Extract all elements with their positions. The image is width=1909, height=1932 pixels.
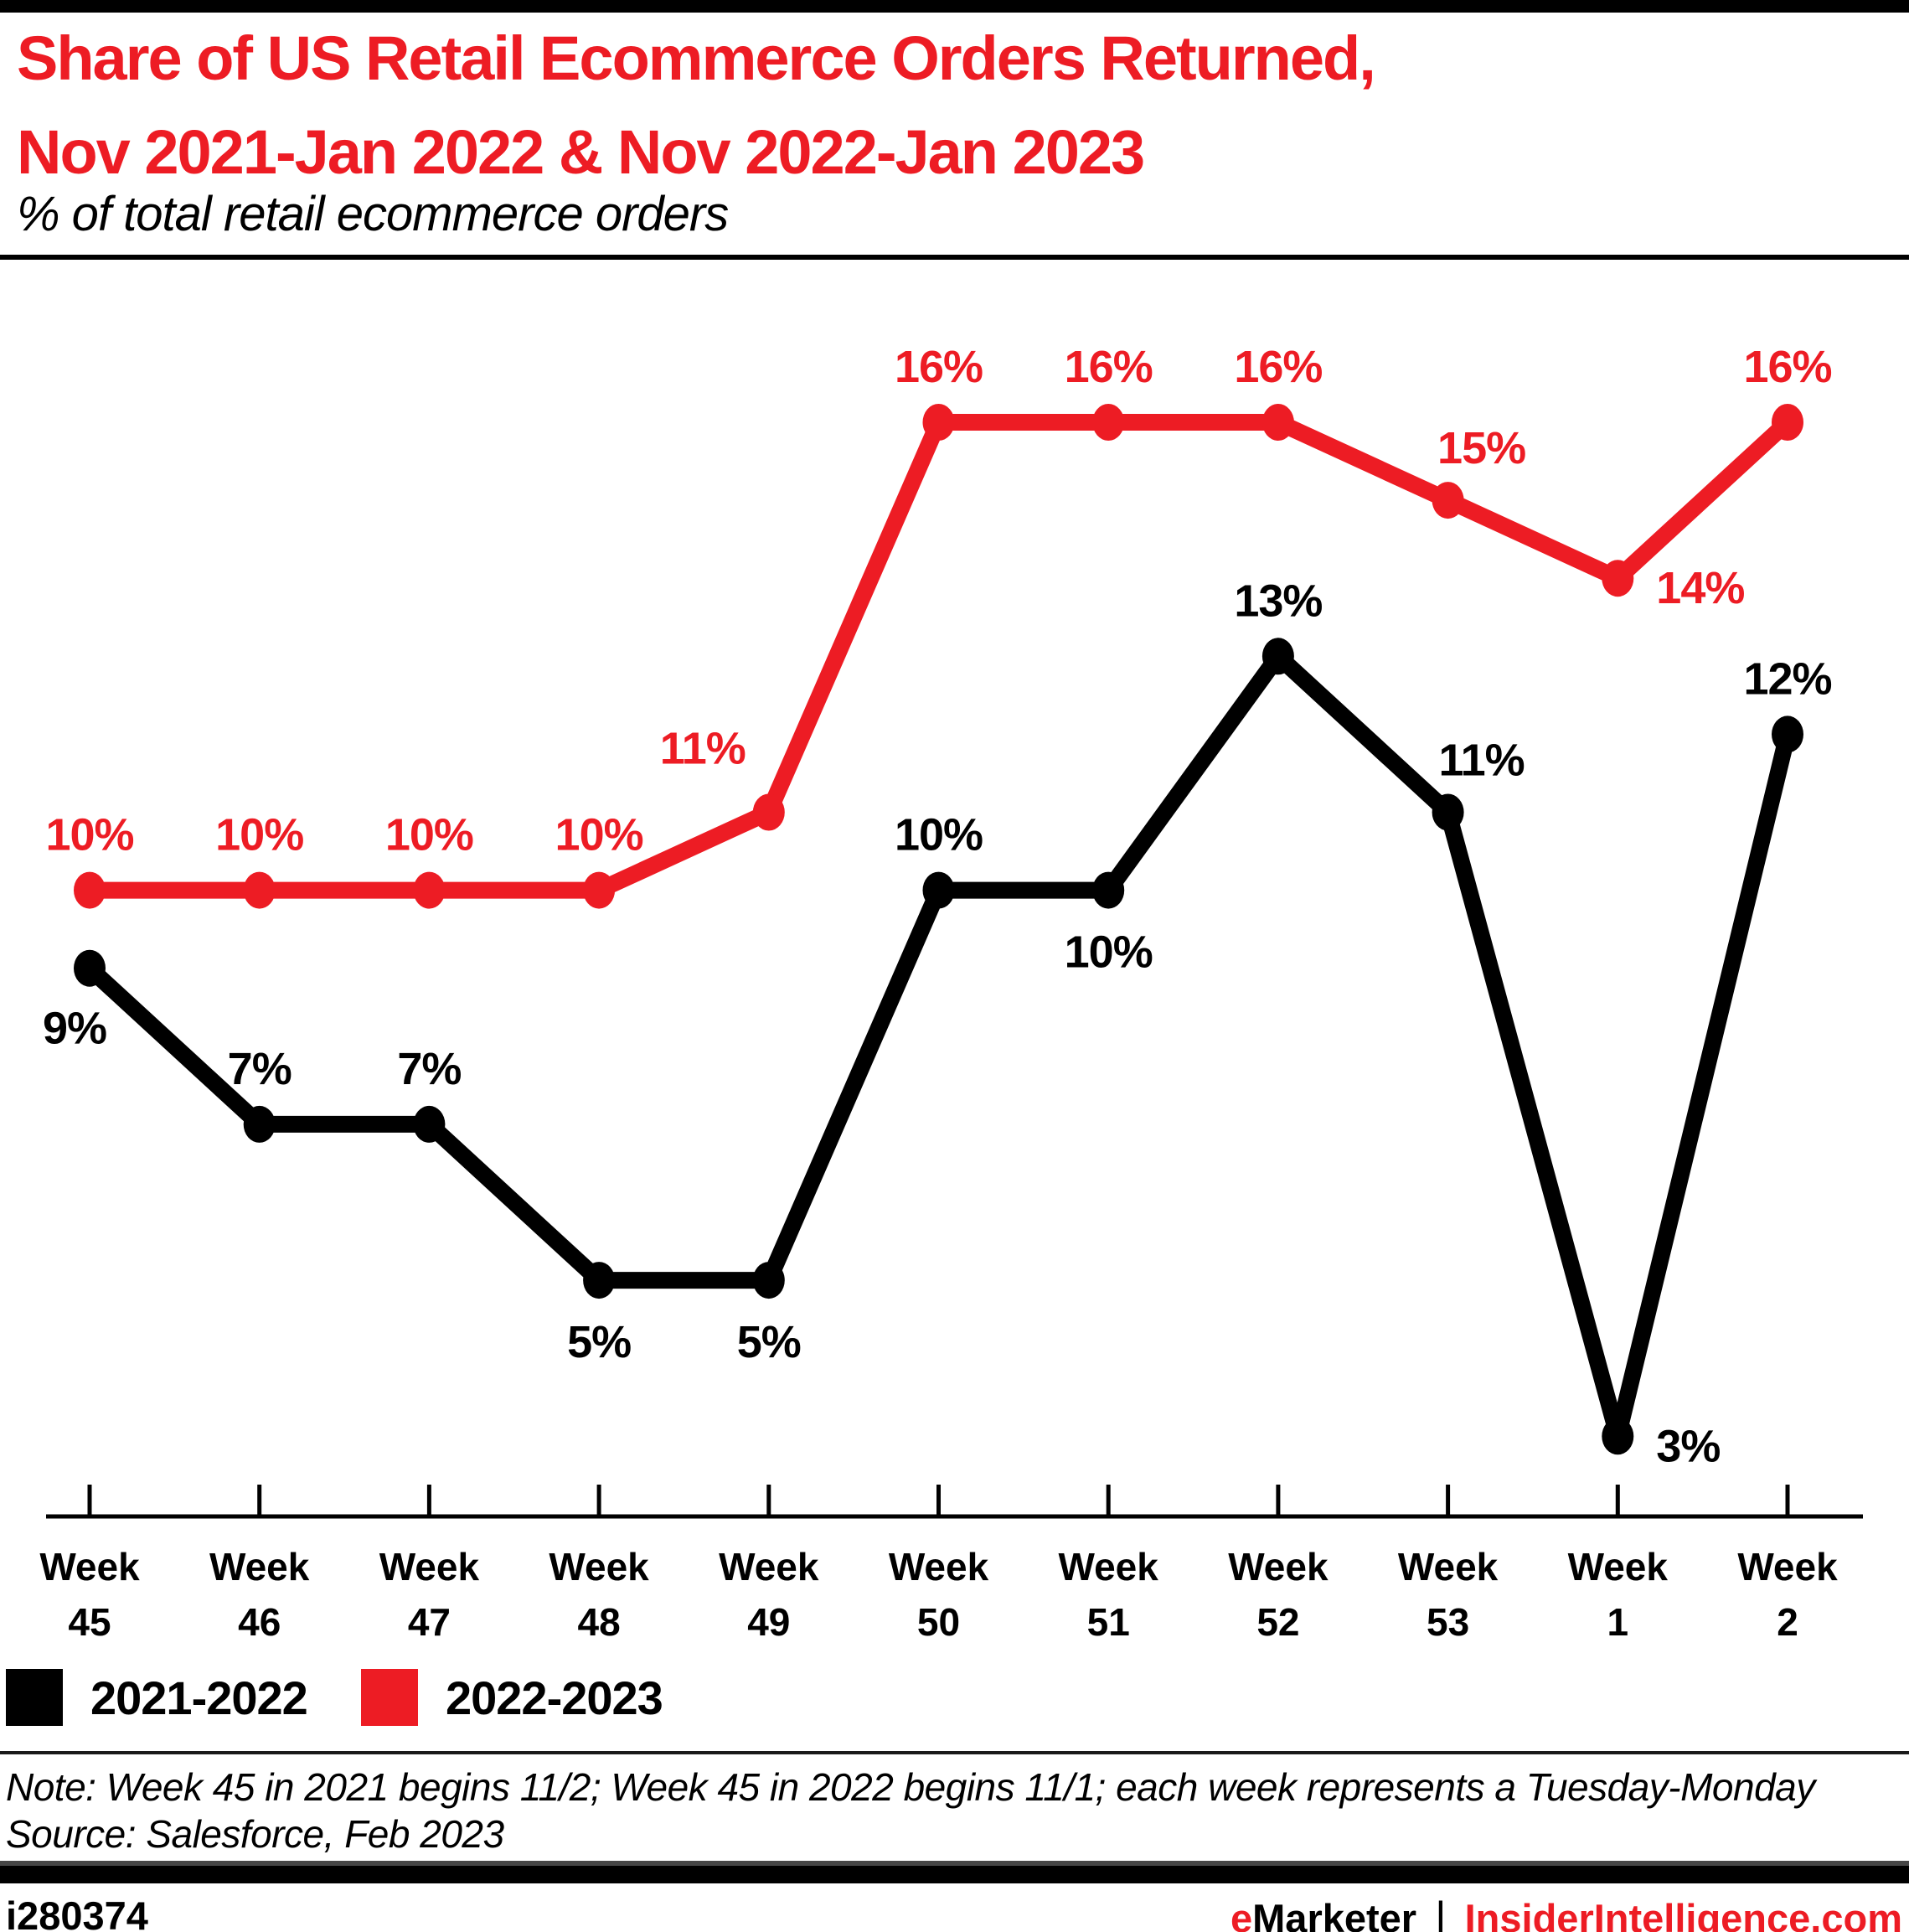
data-label-2022-2023-week-53: 15% bbox=[1437, 423, 1525, 473]
data-label-2022-2023-week-1: 14% bbox=[1656, 563, 1744, 613]
data-label-2021-2022-week-47: 7% bbox=[397, 1044, 461, 1094]
data-label-2021-2022-week-46: 7% bbox=[228, 1044, 292, 1094]
data-label-2021-2022-week-45: 9% bbox=[43, 1004, 106, 1054]
x-axis-label-value: 49 bbox=[747, 1600, 790, 1644]
data-point-2022-2023-week-49 bbox=[752, 793, 785, 831]
series-line-2021-2022 bbox=[84, 648, 1796, 1445]
data-point-2021-2022-week-46 bbox=[243, 1105, 276, 1143]
x-axis-label-prefix: Week bbox=[1228, 1545, 1329, 1588]
data-point-2022-2023-week-48 bbox=[583, 871, 616, 909]
emarketer-logo-e: e bbox=[1231, 1896, 1253, 1932]
data-point-2021-2022-week-1 bbox=[1602, 1418, 1634, 1455]
x-axis-label-value: 52 bbox=[1256, 1600, 1299, 1644]
data-point-2021-2022-week-53 bbox=[1432, 793, 1464, 831]
emarketer-logo-rest: Marketer bbox=[1252, 1896, 1417, 1932]
x-axis-label-value: 2 bbox=[1777, 1600, 1798, 1644]
footer-divider bbox=[0, 1751, 1909, 1754]
data-point-2022-2023-week-53 bbox=[1432, 482, 1464, 519]
legend-swatch-2021-2022 bbox=[6, 1669, 63, 1726]
legend: 2021-2022 2022-2023 bbox=[0, 1669, 1909, 1726]
chart-subtitle: % of total retail ecommerce orders bbox=[17, 187, 729, 241]
top-bar bbox=[0, 0, 1909, 13]
chart-id: i280374 bbox=[6, 1893, 148, 1932]
x-axis-label-prefix: Week bbox=[1737, 1545, 1838, 1588]
data-label-2021-2022-week-50: 10% bbox=[895, 810, 983, 860]
emarketer-logo: eMarketer bbox=[1231, 1895, 1416, 1932]
x-axis-label-value: 47 bbox=[408, 1600, 451, 1644]
footer-separator: | bbox=[1435, 1893, 1447, 1932]
x-axis-label-value: 48 bbox=[578, 1600, 621, 1644]
data-point-2021-2022-week-47 bbox=[413, 1105, 446, 1143]
legend-item-2022-2023: 2022-2023 bbox=[361, 1669, 663, 1726]
chart-title: Share of US Retail Ecommerce Orders Retu… bbox=[17, 12, 1376, 199]
insider-intelligence-link[interactable]: InsiderIntelligence.com bbox=[1464, 1896, 1902, 1932]
data-point-2021-2022-week-50 bbox=[922, 871, 955, 909]
legend-item-2021-2022: 2021-2022 bbox=[6, 1669, 308, 1726]
data-label-2021-2022-week-2: 12% bbox=[1743, 653, 1831, 704]
data-point-2021-2022-week-45 bbox=[74, 949, 106, 987]
x-axis-label-prefix: Week bbox=[39, 1545, 140, 1588]
data-label-2021-2022-week-1: 3% bbox=[1656, 1421, 1720, 1471]
x-axis-label-prefix: Week bbox=[549, 1545, 649, 1588]
data-point-2021-2022-week-2 bbox=[1772, 715, 1803, 753]
data-label-2022-2023-week-48: 10% bbox=[555, 810, 643, 860]
data-point-2022-2023-week-2 bbox=[1772, 404, 1803, 441]
legend-label-2021-2022: 2021-2022 bbox=[90, 1671, 308, 1724]
x-axis-label-value: 51 bbox=[1087, 1600, 1130, 1644]
x-axis-label-prefix: Week bbox=[209, 1545, 310, 1588]
data-point-2022-2023-week-51 bbox=[1092, 404, 1125, 441]
data-point-2021-2022-week-52 bbox=[1261, 638, 1294, 675]
data-point-2022-2023-week-50 bbox=[922, 404, 955, 441]
data-point-2021-2022-week-51 bbox=[1092, 871, 1125, 909]
data-label-2021-2022-week-51: 10% bbox=[1065, 927, 1153, 978]
data-point-2022-2023-week-52 bbox=[1261, 404, 1294, 441]
x-axis-label-value: 50 bbox=[917, 1600, 960, 1644]
footer-bar bbox=[0, 1861, 1909, 1883]
x-axis-label-prefix: Week bbox=[1059, 1545, 1159, 1588]
data-label-2021-2022-week-52: 13% bbox=[1234, 576, 1322, 626]
data-label-2022-2023-week-46: 10% bbox=[215, 810, 303, 860]
data-label-2021-2022-week-48: 5% bbox=[567, 1317, 631, 1367]
legend-swatch-2022-2023 bbox=[361, 1669, 418, 1726]
x-axis-label-value: 45 bbox=[68, 1600, 111, 1644]
data-point-2022-2023-week-1 bbox=[1602, 560, 1634, 597]
header-divider bbox=[0, 255, 1909, 260]
x-axis-label-prefix: Week bbox=[1398, 1545, 1499, 1588]
chart-title-line-2: Nov 2021-Jan 2022 & Nov 2022-Jan 2023 bbox=[17, 117, 1145, 187]
x-axis-label-prefix: Week bbox=[379, 1545, 480, 1588]
footer-brands: eMarketer | InsiderIntelligence.com bbox=[1231, 1893, 1902, 1932]
x-axis-label-prefix: Week bbox=[1568, 1545, 1669, 1588]
data-label-2022-2023-week-2: 16% bbox=[1743, 342, 1831, 392]
data-label-2022-2023-week-50: 16% bbox=[895, 342, 983, 392]
data-point-2022-2023-week-46 bbox=[243, 871, 276, 909]
data-label-2022-2023-week-47: 10% bbox=[385, 810, 473, 860]
x-axis-label-value: 53 bbox=[1427, 1600, 1469, 1644]
data-label-2022-2023-week-52: 16% bbox=[1234, 342, 1322, 392]
note-text: Note: Week 45 in 2021 begins 11/2; Week … bbox=[6, 1765, 1815, 1809]
legend-label-2022-2023: 2022-2023 bbox=[446, 1671, 663, 1724]
source-text: Source: Salesforce, Feb 2023 bbox=[6, 1812, 504, 1856]
x-axis-label-prefix: Week bbox=[889, 1545, 989, 1588]
data-point-2022-2023-week-45 bbox=[74, 871, 106, 909]
x-axis-label-prefix: Week bbox=[719, 1545, 819, 1588]
data-point-2021-2022-week-48 bbox=[583, 1262, 616, 1299]
data-point-2022-2023-week-47 bbox=[413, 871, 446, 909]
data-label-2022-2023-week-45: 10% bbox=[45, 810, 133, 860]
data-point-2021-2022-week-49 bbox=[752, 1262, 785, 1299]
data-label-2021-2022-week-49: 5% bbox=[737, 1317, 801, 1367]
x-axis-label-value: 46 bbox=[238, 1600, 281, 1644]
x-axis-label-value: 1 bbox=[1607, 1600, 1629, 1644]
chart-title-line-1: Share of US Retail Ecommerce Orders Retu… bbox=[17, 23, 1376, 93]
data-label-2021-2022-week-53: 11% bbox=[1439, 736, 1525, 786]
data-label-2022-2023-week-51: 16% bbox=[1065, 342, 1153, 392]
data-label-2022-2023-week-49: 11% bbox=[660, 724, 746, 774]
